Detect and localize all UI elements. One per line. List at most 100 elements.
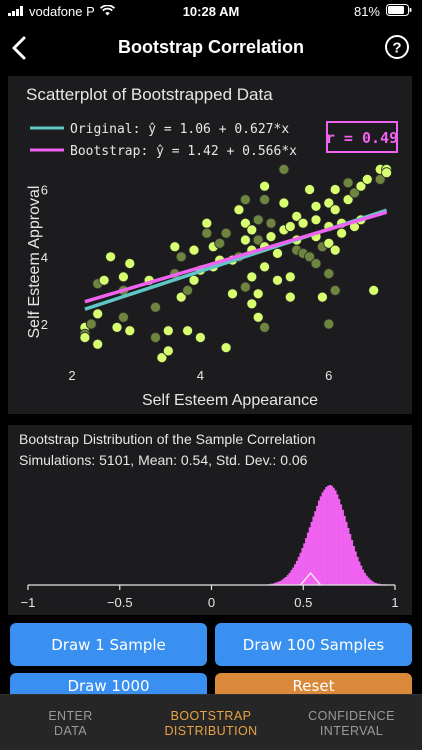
data-point — [310, 200, 322, 212]
data-point — [150, 301, 161, 313]
data-point — [150, 332, 161, 343]
histogram-bar — [284, 576, 288, 585]
histogram-bar — [323, 489, 326, 585]
tab-bootstrap-line1: BOOTSTRAP — [170, 709, 252, 723]
data-point — [92, 308, 104, 320]
histogram-bar — [327, 485, 330, 585]
histogram-bar — [301, 548, 304, 585]
draw-100-samples-button[interactable]: Draw 100 Samples — [215, 623, 412, 666]
histogram-bar — [378, 583, 381, 585]
histogram-bar — [360, 565, 363, 585]
histogram-bar — [316, 505, 319, 585]
data-point — [162, 325, 174, 337]
x-tick-label: 0.5 — [294, 595, 312, 610]
histogram-bar — [290, 570, 293, 585]
signal-icon — [8, 4, 24, 19]
data-point — [85, 318, 97, 330]
data-point — [361, 174, 373, 185]
data-point — [329, 184, 341, 195]
data-point — [220, 227, 232, 239]
data-point — [194, 332, 206, 343]
data-point — [118, 271, 129, 283]
histogram-bar — [376, 583, 379, 585]
data-point — [105, 251, 116, 263]
histogram-bar — [369, 579, 372, 585]
data-point — [98, 274, 110, 286]
histogram-bar — [288, 572, 291, 585]
data-point — [329, 244, 341, 256]
data-point — [278, 164, 290, 175]
data-point — [272, 247, 283, 259]
battery-group: 81% — [354, 4, 412, 19]
data-point — [349, 187, 360, 199]
data-point — [252, 234, 264, 246]
data-point — [342, 177, 354, 189]
data-point — [227, 288, 238, 300]
r-badge-label: r = 0.49 — [326, 129, 398, 147]
distribution-title: Bootstrap Distribution of the Sample Cor… — [19, 431, 316, 447]
data-point — [323, 237, 335, 249]
data-point — [188, 274, 200, 286]
data-point — [284, 221, 296, 232]
histogram-bar — [299, 552, 302, 585]
data-point — [259, 321, 271, 333]
data-point — [111, 321, 123, 333]
histogram-bar — [338, 499, 341, 585]
histogram-bar — [286, 574, 289, 585]
data-point — [355, 180, 367, 192]
histogram-bar — [336, 494, 339, 585]
data-point — [175, 251, 187, 263]
data-point — [259, 261, 271, 273]
histogram-bar — [308, 527, 311, 585]
page-title: Bootstrap Correlation — [117, 37, 304, 57]
data-point — [329, 204, 341, 216]
data-point — [175, 291, 187, 303]
scatterplot-panel: Scatterplot of Bootstrapped Data Origina… — [8, 76, 412, 414]
nav-bar: Bootstrap Correlation ? — [0, 26, 422, 70]
histogram-bar — [352, 546, 355, 585]
data-point — [252, 214, 264, 226]
bootstrap-regression-line — [84, 210, 388, 304]
draw-1-sample-button[interactable]: Draw 1 Sample — [10, 623, 207, 666]
mean-marker — [300, 571, 322, 586]
data-point — [323, 268, 335, 280]
question-circle-icon[interactable]: ? — [384, 34, 410, 60]
data-point — [246, 224, 258, 236]
histogram-bar — [341, 509, 344, 585]
data-point — [291, 210, 303, 222]
chevron-left-icon[interactable] — [6, 30, 36, 66]
histogram-bar — [270, 583, 273, 585]
legend-bootstrap-label: Bootstrap: ŷ = 1.42 + 0.566*x — [70, 144, 297, 159]
data-point — [118, 311, 129, 323]
data-point — [201, 227, 213, 239]
histogram-bar — [334, 490, 337, 585]
data-point — [304, 251, 316, 263]
tab-confidence-interval[interactable]: CONFIDENCE INTERVAL — [281, 695, 422, 750]
data-point — [323, 318, 335, 330]
histogram-bar — [283, 578, 286, 585]
x-tick-label: 2 — [68, 368, 75, 383]
data-point — [368, 284, 380, 296]
carrier-group: vodafone P — [8, 4, 115, 19]
histogram-bar — [306, 532, 310, 585]
x-tick-label: 0 — [208, 595, 215, 610]
data-point — [233, 204, 245, 216]
scatterplot-title: Scatterplot of Bootstrapped Data — [26, 85, 273, 104]
data-point — [272, 274, 283, 286]
histogram-bar — [281, 579, 284, 585]
histogram-bars — [266, 485, 387, 586]
data-point — [336, 227, 348, 239]
data-point — [252, 288, 264, 300]
data-point — [201, 217, 213, 229]
data-point — [323, 197, 335, 209]
histogram-bar — [328, 485, 332, 585]
tab-confidence-line2: INTERVAL — [319, 724, 384, 738]
y-tick-label: 2 — [41, 317, 48, 332]
tab-bootstrap-distribution[interactable]: BOOTSTRAP DISTRIBUTION — [141, 695, 281, 750]
tab-enter-data[interactable]: ENTER DATA — [0, 695, 141, 750]
histogram-bar — [292, 567, 295, 585]
data-point — [169, 241, 181, 253]
data-point — [239, 217, 251, 229]
histogram-bar — [297, 556, 300, 585]
tab-bootstrap-line2: DISTRIBUTION — [164, 724, 258, 738]
